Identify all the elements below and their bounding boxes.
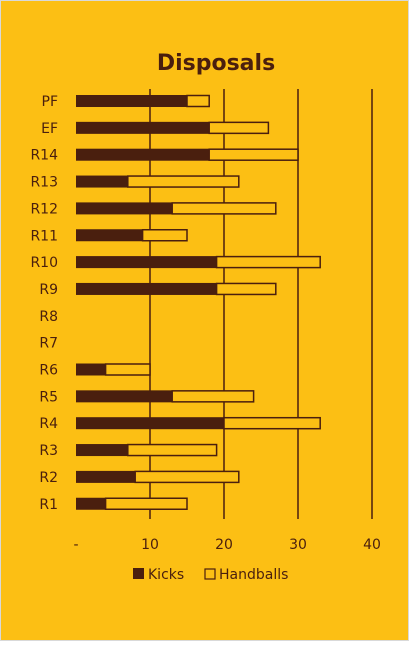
bar-handballs xyxy=(208,121,270,135)
bar-kicks xyxy=(76,444,128,457)
bar-kicks xyxy=(76,121,210,134)
y-tick-label: R9 xyxy=(39,282,58,298)
bar-kicks xyxy=(76,175,128,188)
legend-label-kicks: Kicks xyxy=(148,567,184,583)
y-tick-label: EF xyxy=(41,121,58,137)
y-tick-label: R3 xyxy=(39,443,58,459)
bar-kicks xyxy=(76,363,106,376)
x-tick-label: 20 xyxy=(215,537,233,553)
bar-kicks xyxy=(76,390,173,403)
y-tick-label: R12 xyxy=(30,201,58,217)
legend-swatch-kicks xyxy=(133,568,144,579)
bar-handballs xyxy=(215,255,321,269)
bar-handballs xyxy=(223,416,321,430)
x-tick-label: 40 xyxy=(363,537,381,553)
bar-handballs xyxy=(104,363,151,376)
bar-kicks xyxy=(76,229,143,242)
bar-kicks xyxy=(76,202,173,215)
bar-handballs xyxy=(171,202,277,215)
bar-kicks xyxy=(76,417,224,430)
y-tick-label: R6 xyxy=(39,363,58,379)
bar-handballs xyxy=(171,390,255,403)
y-tick-label: R11 xyxy=(30,228,58,244)
y-tick-label: R2 xyxy=(39,470,58,486)
y-tick-label: R7 xyxy=(39,336,58,352)
y-tick-label: PF xyxy=(42,94,59,110)
legend-swatch-handballs xyxy=(204,568,216,580)
x-tick-label: 10 xyxy=(141,537,159,553)
y-tick-label: R13 xyxy=(30,175,58,191)
bar-handballs xyxy=(215,282,277,296)
x-tick-label: - xyxy=(73,537,78,553)
y-tick-label: R4 xyxy=(39,416,58,432)
y-tick-label: R1 xyxy=(39,497,58,513)
y-tick-label: R5 xyxy=(39,389,58,405)
bar-kicks xyxy=(76,256,217,269)
bar-handballs xyxy=(127,175,240,188)
bar-handballs xyxy=(186,94,210,108)
chart-title: Disposals xyxy=(157,51,275,76)
bars xyxy=(76,94,321,510)
y-axis-labels: PF EF R14 R13 R12 R11 R10 R9 R8 R7 R6 R5 R4 R3 R2 R1 xyxy=(30,94,58,513)
x-axis-labels: - 10 20 30 40 xyxy=(73,537,380,553)
bar-kicks xyxy=(76,282,217,295)
bar-kicks xyxy=(76,148,210,161)
bar-handballs xyxy=(127,443,218,457)
bar-handballs xyxy=(104,497,188,510)
legend-label-handballs: Handballs xyxy=(219,567,288,583)
y-tick-label: R8 xyxy=(39,309,58,325)
bar-kicks xyxy=(76,497,106,510)
bar-kicks xyxy=(76,470,136,483)
y-tick-label: R14 xyxy=(30,148,58,164)
y-tick-label: R10 xyxy=(30,255,58,271)
bar-handballs xyxy=(134,470,240,484)
bar-handballs xyxy=(141,229,188,242)
bar-kicks xyxy=(76,95,187,107)
bar-handballs xyxy=(208,148,299,161)
x-tick-label: 30 xyxy=(289,537,307,553)
legend: Kicks Handballs xyxy=(133,567,288,583)
